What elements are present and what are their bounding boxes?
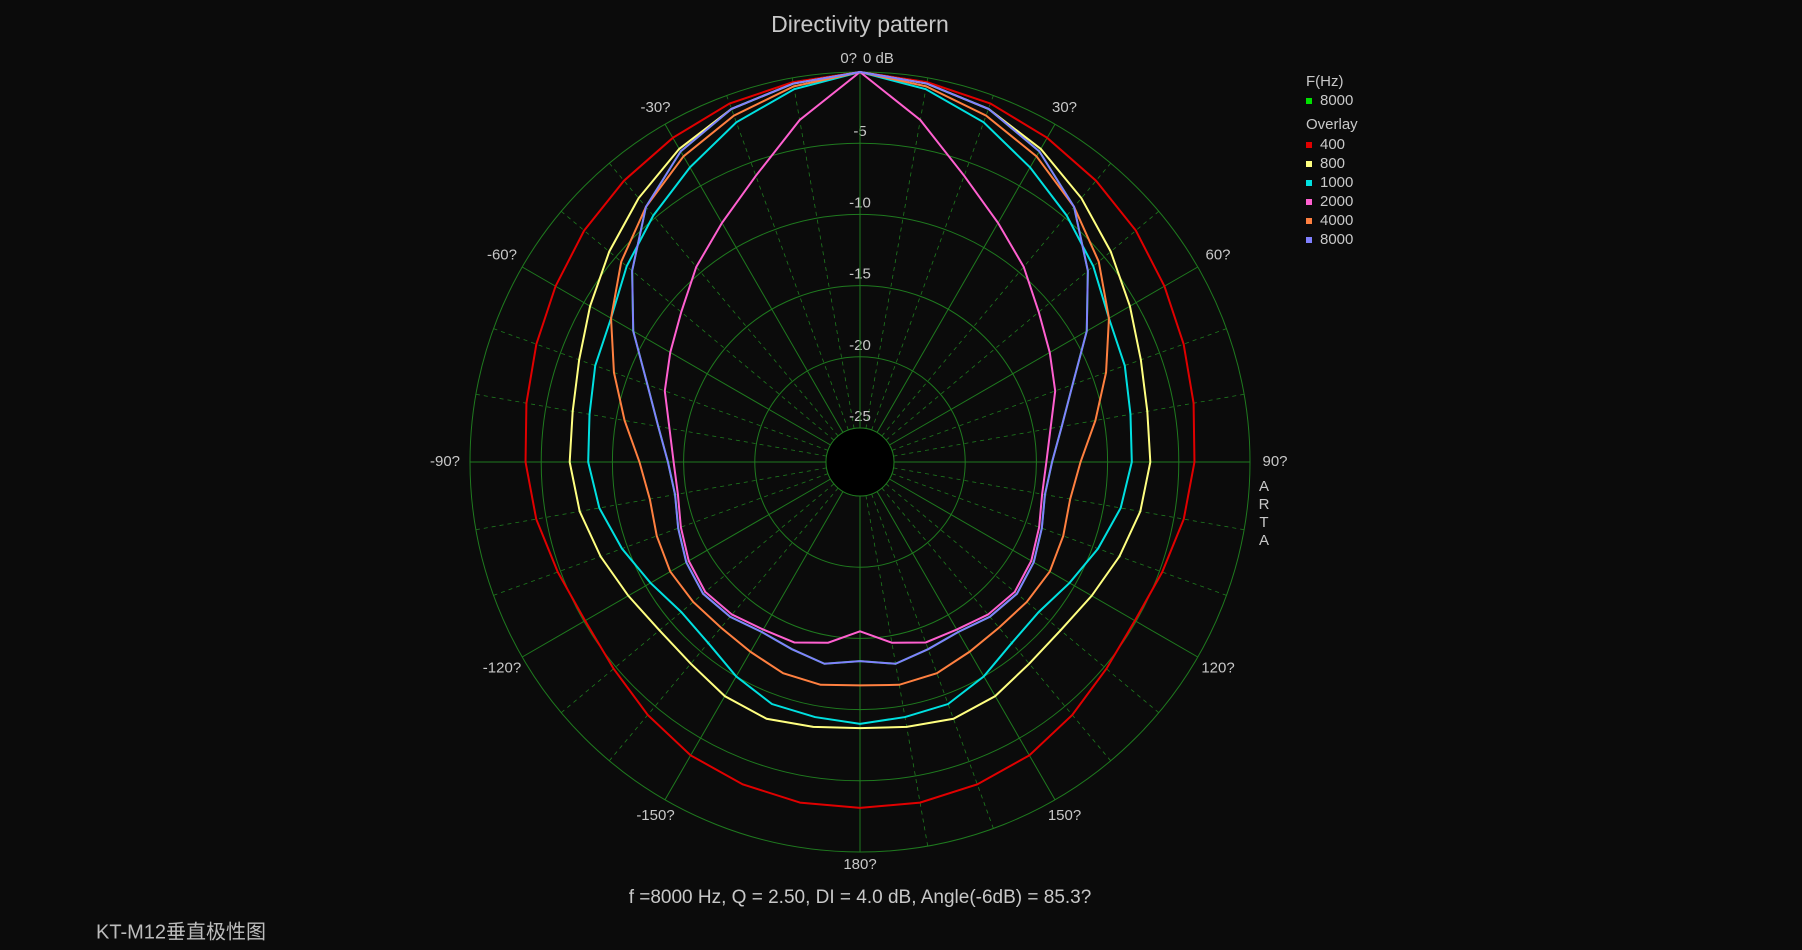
center-disc: [825, 427, 895, 497]
minor-grid-line: [475, 393, 827, 457]
grid-spoke: [876, 491, 1056, 800]
legend-swatch: [1306, 142, 1312, 148]
theta-tick-label: 90?: [1262, 453, 1287, 470]
grid-spoke: [522, 266, 831, 446]
watermark: ARTA: [1256, 478, 1273, 550]
footer: KT-M12垂直极性图: [96, 920, 266, 943]
legend-label: 2000: [1320, 193, 1353, 210]
legend-overlay-title: Overlay: [1306, 116, 1358, 133]
minor-grid-line: [865, 495, 929, 847]
series-line: [663, 70, 1057, 644]
minor-grid-line: [893, 393, 1245, 457]
minor-grid-line: [726, 95, 849, 431]
theta-tick-label: 30?: [1052, 99, 1077, 116]
theta-tick-label: 120?: [1201, 660, 1234, 677]
chart-title: Directivity pattern: [771, 11, 949, 37]
grid-spoke: [664, 124, 844, 433]
minor-grid-line: [881, 162, 1111, 437]
minor-grid-line: [493, 328, 829, 451]
minor-grid-line: [885, 211, 1160, 441]
minor-grid-line: [560, 483, 835, 713]
legend-label: 1000: [1320, 174, 1353, 191]
grid-spoke: [889, 478, 1198, 658]
minor-grid-line: [871, 493, 994, 829]
minor-grid-line: [885, 483, 1160, 713]
grid-spoke: [522, 478, 831, 658]
legend-label: 400: [1320, 136, 1345, 153]
minor-grid-line: [609, 162, 839, 437]
theta-tick-label: -60?: [487, 246, 517, 263]
legend-swatch: [1306, 237, 1312, 243]
theta-tick-label: -30?: [640, 99, 670, 116]
minor-grid-line: [791, 77, 855, 429]
theta-tick-label: -120?: [483, 660, 521, 677]
legend-label: 8000: [1320, 92, 1353, 109]
legend-label: 8000: [1320, 231, 1353, 248]
minor-grid-line: [493, 473, 829, 596]
grid-spoke: [876, 124, 1056, 433]
series-line: [631, 70, 1089, 665]
legend-swatch: [1306, 180, 1312, 186]
series-line: [610, 70, 1110, 687]
minor-grid-line: [891, 328, 1227, 451]
legend-swatch: [1306, 218, 1312, 224]
legend-title: F(Hz): [1306, 73, 1344, 90]
minor-grid-line: [891, 473, 1227, 596]
minor-grid-line: [871, 95, 994, 431]
grid-spoke: [664, 491, 844, 800]
theta-tick-label: 180?: [843, 856, 876, 873]
grid-spoke: [889, 266, 1198, 446]
minor-grid-line: [560, 211, 835, 441]
legend-swatch: [1306, 98, 1312, 104]
series-line: [587, 70, 1133, 725]
series-line: [524, 70, 1196, 809]
minor-grid-line: [881, 487, 1111, 762]
theta-tick-label: 60?: [1205, 246, 1230, 263]
theta-tick-label: 150?: [1048, 807, 1081, 824]
minor-grid-line: [893, 467, 1245, 531]
legend-swatch: [1306, 199, 1312, 205]
minor-grid-line: [609, 487, 839, 762]
caption: f =8000 Hz, Q = 2.50, DI = 4.0 dB, Angle…: [629, 887, 1092, 908]
theta-tick-label: -150?: [636, 807, 674, 824]
r-tick-label: 0 dB: [863, 50, 894, 67]
legend-label: 800: [1320, 155, 1345, 172]
minor-grid-line: [865, 77, 929, 429]
legend-label: 4000: [1320, 212, 1353, 229]
theta-tick-label: 0?: [840, 50, 857, 67]
legend-swatch: [1306, 161, 1312, 167]
theta-tick-label: -90?: [430, 453, 460, 470]
minor-grid-line: [475, 467, 827, 531]
